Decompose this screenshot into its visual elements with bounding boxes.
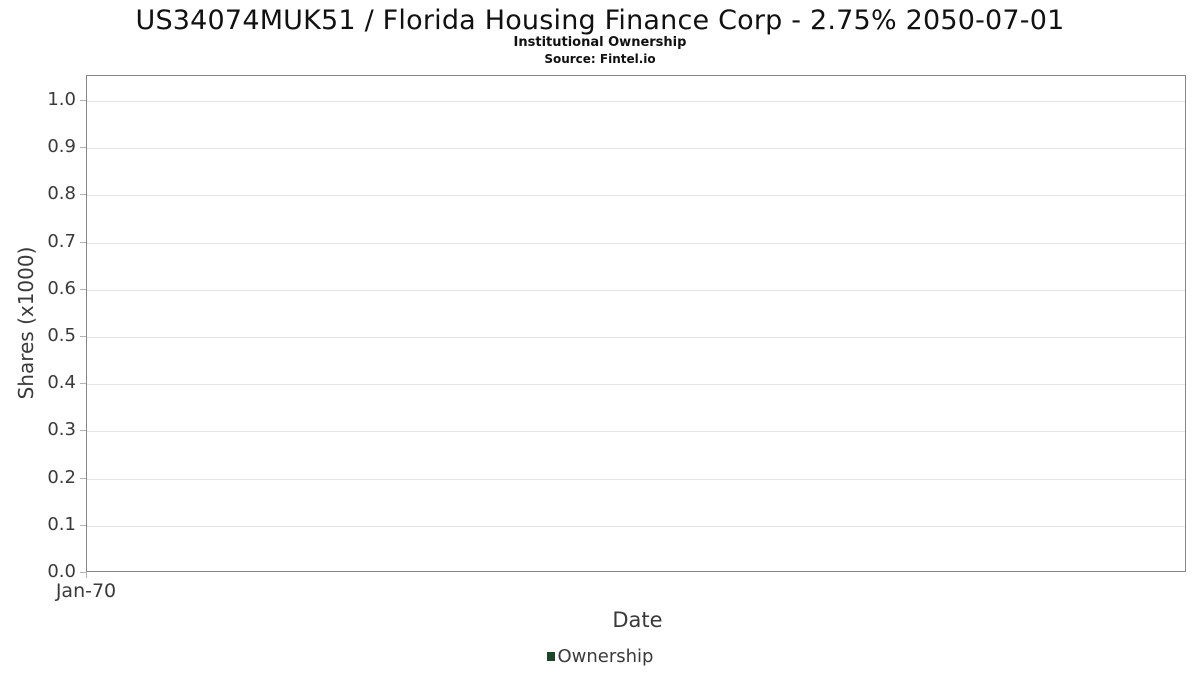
y-tick-label: 0.5: [47, 325, 76, 346]
x-tick-label: Jan-70: [55, 580, 117, 602]
x-axis-label: Date: [612, 608, 663, 632]
gridline: [87, 148, 1185, 150]
y-tick-mark: [80, 194, 86, 196]
y-tick-label: 0.4: [47, 372, 76, 394]
gridline: [87, 289, 1185, 291]
gridline: [87, 478, 1185, 480]
plot-area: [86, 75, 1186, 572]
y-tick-label: 0.0: [47, 561, 76, 582]
y-tick-label: 0.3: [47, 419, 76, 441]
chart-subtitle: Institutional Ownership: [513, 35, 687, 50]
chart-source: Source: Fintel.io: [544, 52, 656, 66]
legend-swatch-icon: [546, 652, 555, 661]
gridline: [87, 242, 1185, 244]
y-tick-label: 0.8: [47, 183, 76, 205]
gridline: [87, 431, 1185, 433]
y-tick-mark: [80, 572, 86, 573]
legend-label: Ownership: [557, 646, 654, 667]
y-tick-label: 0.7: [47, 230, 76, 252]
y-tick-mark: [80, 383, 86, 385]
y-tick-mark: [80, 524, 86, 526]
gridline: [87, 101, 1185, 102]
y-tick-label: 0.6: [47, 277, 76, 299]
y-axis-label: Shares (x1000): [14, 246, 38, 400]
gridline: [87, 195, 1185, 197]
y-tick-mark: [80, 100, 86, 101]
y-tick-mark: [80, 147, 86, 149]
y-tick-mark: [80, 288, 86, 290]
y-tick-mark: [80, 336, 86, 337]
page-title: US34074MUK51 / Florida Housing Finance C…: [135, 5, 1065, 36]
gridline: [87, 337, 1185, 338]
gridline: [87, 525, 1185, 527]
legend: Ownership: [0, 646, 1200, 667]
y-tick-mark: [80, 430, 86, 432]
y-tick-mark: [80, 477, 86, 479]
y-tick-label: 0.9: [47, 136, 76, 158]
x-tick-mark: [86, 572, 87, 578]
gridline: [87, 384, 1185, 386]
y-tick-label: 1.0: [47, 89, 76, 110]
y-tick-label: 0.1: [47, 513, 76, 535]
y-tick-mark: [80, 241, 86, 243]
legend-entry-ownership: Ownership: [546, 646, 654, 667]
y-tick-label: 0.2: [47, 466, 76, 488]
